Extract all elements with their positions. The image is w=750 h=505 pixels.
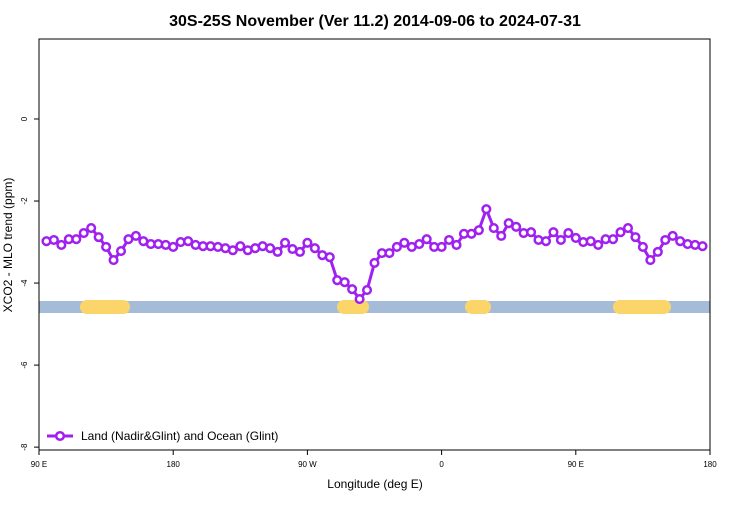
data-point <box>660 234 671 246</box>
data-point <box>451 239 462 250</box>
data-point <box>227 245 238 256</box>
land-segment <box>80 300 130 314</box>
data-point <box>473 225 484 236</box>
data-point <box>369 257 380 269</box>
x-tick-label: 90 W <box>298 460 317 469</box>
data-point <box>481 204 492 215</box>
x-axis-label: Longitude (deg E) <box>327 477 422 491</box>
land-segment <box>337 300 369 314</box>
data-point <box>421 234 432 245</box>
data-point <box>56 239 67 250</box>
data-point <box>548 227 559 238</box>
data-point <box>585 236 596 247</box>
data-point <box>622 223 634 234</box>
y-tick-label: -8 <box>20 443 29 451</box>
data-point <box>391 241 402 253</box>
data-point <box>540 236 552 247</box>
data-point <box>86 223 97 234</box>
data-point <box>130 230 141 241</box>
land-segment <box>613 300 671 314</box>
plot-frame <box>38 38 711 451</box>
data-point <box>347 284 358 295</box>
data-point <box>645 255 656 266</box>
legend-marker <box>54 430 66 442</box>
data-point <box>615 227 626 238</box>
x-tick-label: 0 <box>439 460 444 469</box>
data-point <box>354 294 365 305</box>
data-point <box>324 252 335 263</box>
data-point <box>466 228 477 239</box>
data-point <box>279 237 291 248</box>
data-point <box>93 232 104 243</box>
x-tick-label: 90 E <box>31 460 47 469</box>
data-point <box>384 248 395 259</box>
legend-label: Land (Nadir&Glint) and Ocean (Glint) <box>81 429 278 443</box>
data-point <box>526 227 537 238</box>
data-point <box>637 241 648 253</box>
data-point <box>101 241 112 253</box>
data-point <box>48 234 59 246</box>
data-point <box>235 241 246 252</box>
data-point <box>108 255 119 266</box>
land-segment <box>465 300 491 314</box>
data-point <box>339 277 350 288</box>
data-point <box>265 243 276 254</box>
data-point <box>630 232 641 243</box>
data-point <box>436 241 447 253</box>
data-point <box>555 234 566 246</box>
y-axis-label: XCO2 - MLO trend (ppm) <box>1 178 15 313</box>
surface-band <box>39 300 710 314</box>
x-tick-label: 180 <box>167 460 181 469</box>
data-point <box>115 246 127 257</box>
data-point <box>496 230 507 241</box>
data-point <box>168 241 179 253</box>
data-point <box>444 234 455 246</box>
data-point <box>183 236 194 247</box>
data-point <box>302 237 313 248</box>
data-point <box>399 237 410 248</box>
data-point <box>511 221 522 232</box>
series-line <box>46 207 703 301</box>
x-tick-label: 90 E <box>568 460 584 469</box>
chart-title: 30S-25S November (Ver 11.2) 2014-09-06 t… <box>169 13 581 30</box>
data-point <box>71 234 82 245</box>
y-tick-label: 0 <box>20 116 29 121</box>
y-tick-label: -6 <box>20 361 29 369</box>
data-point <box>697 241 708 252</box>
y-tick-label: -2 <box>20 197 29 205</box>
x-tick-label: 180 <box>703 460 717 469</box>
ocean-band <box>39 301 710 313</box>
data-point <box>78 227 89 239</box>
data-point <box>667 230 678 241</box>
data-point <box>563 227 574 239</box>
data-point <box>272 246 283 257</box>
data-point <box>488 223 499 234</box>
data-point <box>414 239 425 250</box>
y-tick-label: -4 <box>20 279 29 287</box>
data-point <box>652 246 663 257</box>
data-point <box>593 239 604 250</box>
data-point <box>570 232 581 243</box>
data-point <box>608 234 619 245</box>
data-point <box>294 246 305 257</box>
data-point <box>361 284 373 296</box>
data-point <box>309 243 320 254</box>
data-point <box>503 218 514 229</box>
